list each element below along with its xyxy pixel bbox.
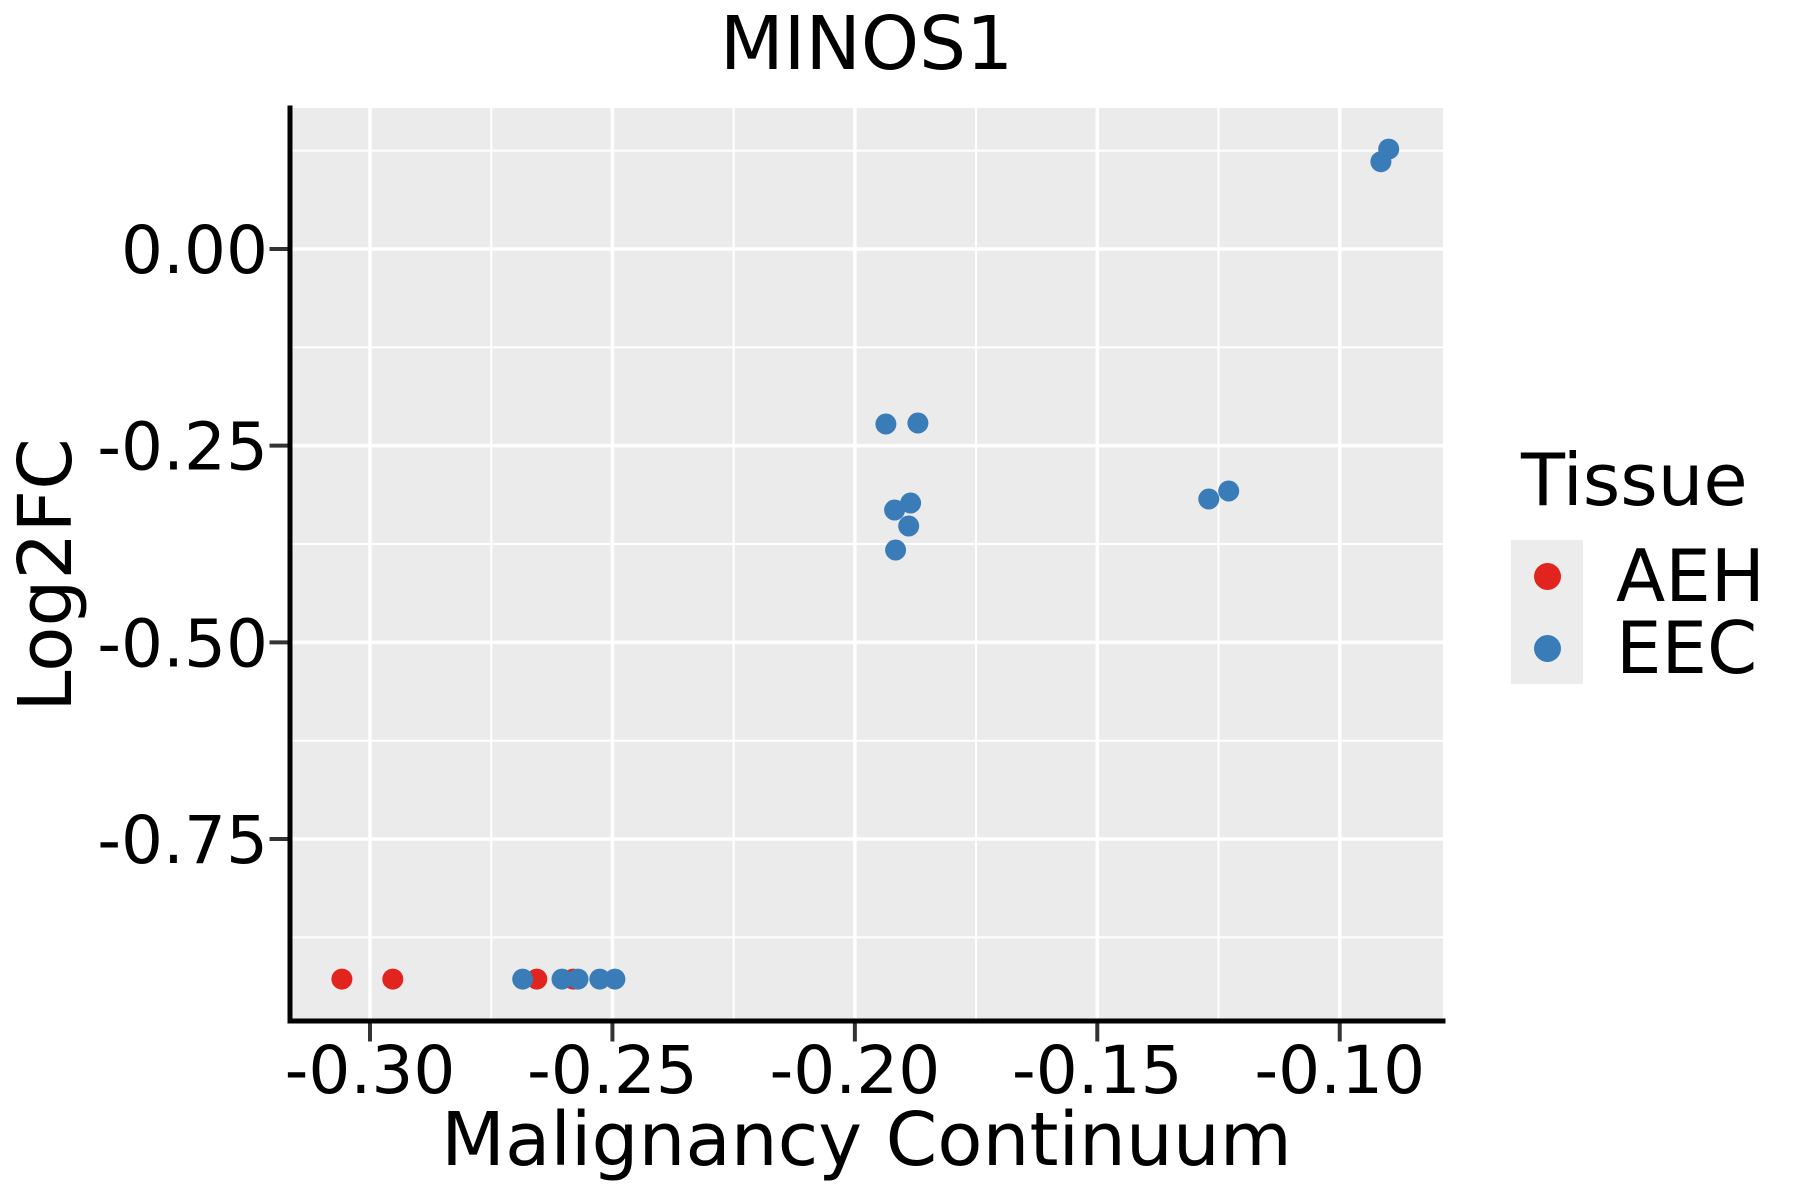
y-tick-label: -0.50 <box>97 605 268 682</box>
legend-dot-icon <box>1533 634 1561 662</box>
data-point-EEC <box>875 413 897 435</box>
data-point-EEC <box>604 968 626 990</box>
data-point-EEC <box>1198 488 1220 510</box>
x-tick-label: -0.10 <box>1254 1032 1425 1109</box>
data-point-EEC <box>512 968 534 990</box>
legend-label: EEC <box>1616 606 1758 690</box>
legend-title: Tissue <box>1521 438 1748 522</box>
data-point-AEH <box>382 968 404 990</box>
data-point-EEC <box>907 412 929 434</box>
x-tick-label: -0.15 <box>1012 1032 1183 1109</box>
y-tick-label: -0.25 <box>97 409 268 486</box>
x-tick-label: -0.30 <box>285 1032 456 1109</box>
x-axis-label: Malignancy Continuum <box>441 1097 1292 1183</box>
x-tick-label: -0.25 <box>527 1032 698 1109</box>
legend-dot-icon <box>1533 562 1561 590</box>
data-point-AEH <box>331 968 353 990</box>
data-point-EEC <box>1218 480 1240 502</box>
data-point-EEC <box>551 968 573 990</box>
legend-key <box>1511 540 1583 612</box>
x-tick-label: -0.20 <box>769 1032 940 1109</box>
data-point-EEC <box>589 968 611 990</box>
legend-entry-EEC: EEC <box>1511 606 1765 690</box>
data-point-EEC <box>884 499 906 521</box>
legend-entry-AEH: AEH <box>1511 534 1765 618</box>
y-tick-label: -0.75 <box>97 802 268 879</box>
chart-title: MINOS1 <box>719 1 1014 87</box>
legend-rows: AEH EEC <box>1511 534 1765 690</box>
plot-panel <box>290 108 1443 1021</box>
data-point-EEC <box>885 539 907 561</box>
y-axis-label: Log2FC <box>3 438 89 712</box>
data-point-EEC <box>898 515 920 537</box>
legend-label: AEH <box>1616 534 1765 618</box>
data-point-EEC <box>900 492 922 514</box>
legend: Tissue AEH EEC <box>1511 438 1765 690</box>
data-point-EEC <box>567 968 589 990</box>
legend-key <box>1511 612 1583 684</box>
y-tick-label: 0.00 <box>121 212 268 289</box>
data-point-EEC <box>1378 138 1400 160</box>
